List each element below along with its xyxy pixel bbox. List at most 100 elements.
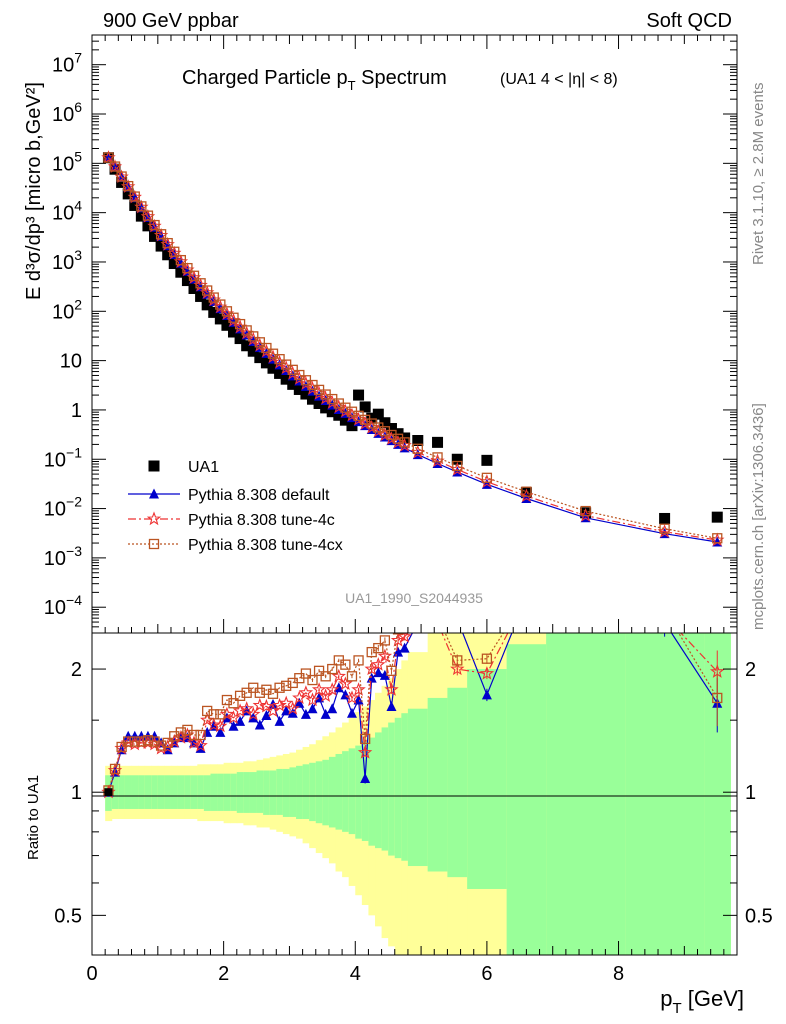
stat-uncertainty-bin <box>427 697 448 872</box>
stat-uncertainty-bin <box>223 773 231 811</box>
legend-label: Pythia 8.308 tune-4cx <box>188 537 343 554</box>
ratio-data-point <box>373 642 384 654</box>
stat-uncertainty-bin <box>361 741 369 841</box>
main-series-line <box>108 157 718 543</box>
ratio-data-point <box>399 642 410 653</box>
ratio-data-point <box>292 690 307 705</box>
ratio-data-point <box>221 694 233 706</box>
ratio-data-point <box>175 727 187 738</box>
main-data-point <box>281 359 292 370</box>
ratio-data-point <box>169 731 180 742</box>
ratio-data-point <box>261 709 272 720</box>
mcplots-label: mcplots.cern.ch [arXiv:1306.3436] <box>750 403 767 630</box>
ratio-data-point <box>379 635 391 646</box>
ratio-data-point <box>433 617 443 627</box>
main-data-point <box>359 414 371 425</box>
y-tick-label: 10−3 <box>44 543 82 570</box>
main-data-point <box>306 393 318 405</box>
stat-uncertainty-bin <box>210 773 218 811</box>
stat-uncertainty-bin <box>197 775 205 809</box>
ratio-data-point <box>353 694 364 705</box>
stat-uncertainty-bin <box>546 633 626 955</box>
main-data-point <box>221 319 233 331</box>
stat-uncertainty-bin <box>625 633 705 955</box>
stat-uncertainty-bin <box>276 768 284 815</box>
main-data-point <box>353 389 365 401</box>
ratio-series-line <box>107 633 718 793</box>
ratio-data-point <box>377 648 393 663</box>
ratio-data-point <box>155 740 167 751</box>
ratio-data-point <box>193 738 208 752</box>
stat-uncertainty-bin <box>302 764 310 820</box>
y-tick-label: 1 <box>71 400 82 422</box>
main-data-point <box>451 453 463 465</box>
ratio-data-point <box>239 701 254 715</box>
ratio-data-point <box>245 706 261 721</box>
ratio-data-point <box>281 705 292 716</box>
stat-uncertainty-bin <box>131 775 139 809</box>
ratio-data-point <box>397 633 412 643</box>
main-data-point <box>300 388 312 400</box>
header-right: Soft QCD <box>646 10 732 32</box>
main-data-point <box>294 369 305 381</box>
x-tick-label: 4 <box>350 963 361 985</box>
main-data-point <box>169 246 180 257</box>
main-data-point <box>333 409 345 421</box>
stat-uncertainty-bin <box>348 748 356 835</box>
main-data-point <box>320 402 332 414</box>
ratio-data-point <box>129 736 140 747</box>
main-data-point <box>254 352 266 364</box>
main-data-point <box>162 237 173 249</box>
ratio-data-point <box>208 709 219 720</box>
ratio-data-point <box>320 708 331 719</box>
main-data-point <box>241 340 253 352</box>
main-data-point <box>116 171 127 182</box>
main-data-point <box>208 306 220 318</box>
ratio-data-point <box>186 735 202 749</box>
ratio-uncertainty-bands <box>105 633 731 955</box>
main-data-point <box>142 220 154 232</box>
main-data-point <box>379 426 391 437</box>
main-data-point <box>379 417 391 429</box>
ratio-data-point <box>228 698 239 709</box>
stat-uncertainty-bin <box>381 727 389 851</box>
main-data-point <box>162 249 174 261</box>
ratio-data-point <box>142 735 154 746</box>
ratio-data-point <box>109 763 121 775</box>
main-data-point <box>339 414 351 426</box>
ratio-data-point <box>320 671 331 682</box>
ratio-data-point <box>300 708 311 719</box>
main-data-point <box>659 512 671 524</box>
stat-uncertainty-bin <box>177 775 185 809</box>
ratio-data-point <box>384 682 399 696</box>
main-data-point <box>122 188 134 200</box>
stat-uncertainty-bin <box>315 761 323 824</box>
ratio-data-point <box>311 682 327 696</box>
x-tick-label: 6 <box>481 963 492 985</box>
ratio-data-point <box>581 592 591 602</box>
x-axis-label: pT [GeV] <box>660 986 744 1017</box>
stat-uncertainty-bin <box>355 745 363 839</box>
ratio-data-point <box>521 591 532 602</box>
ratio-data-point <box>413 615 422 624</box>
ratio-series-group <box>101 591 725 799</box>
main-data-point <box>228 326 240 338</box>
legend-marker <box>148 538 160 550</box>
stat-uncertainty-bin <box>243 772 251 813</box>
main-data-point <box>248 331 259 342</box>
main-data-point <box>234 333 246 345</box>
ratio-data-point <box>450 661 465 676</box>
stat-uncertainty-bin <box>230 773 238 811</box>
stat-uncertainty-bin <box>170 775 179 809</box>
main-data-point <box>195 278 206 289</box>
ratio-data-point <box>300 668 312 679</box>
stat-uncertainty-bin <box>506 644 547 955</box>
stat-uncertainty-bin <box>394 717 402 859</box>
main-data-point <box>432 436 444 448</box>
ratio-data-point <box>357 745 373 759</box>
ratio-data-point <box>136 736 147 747</box>
main-data-point <box>149 230 161 242</box>
main-series-line <box>108 157 718 541</box>
stat-uncertainty-bin <box>296 765 304 820</box>
main-data-point <box>221 306 233 317</box>
